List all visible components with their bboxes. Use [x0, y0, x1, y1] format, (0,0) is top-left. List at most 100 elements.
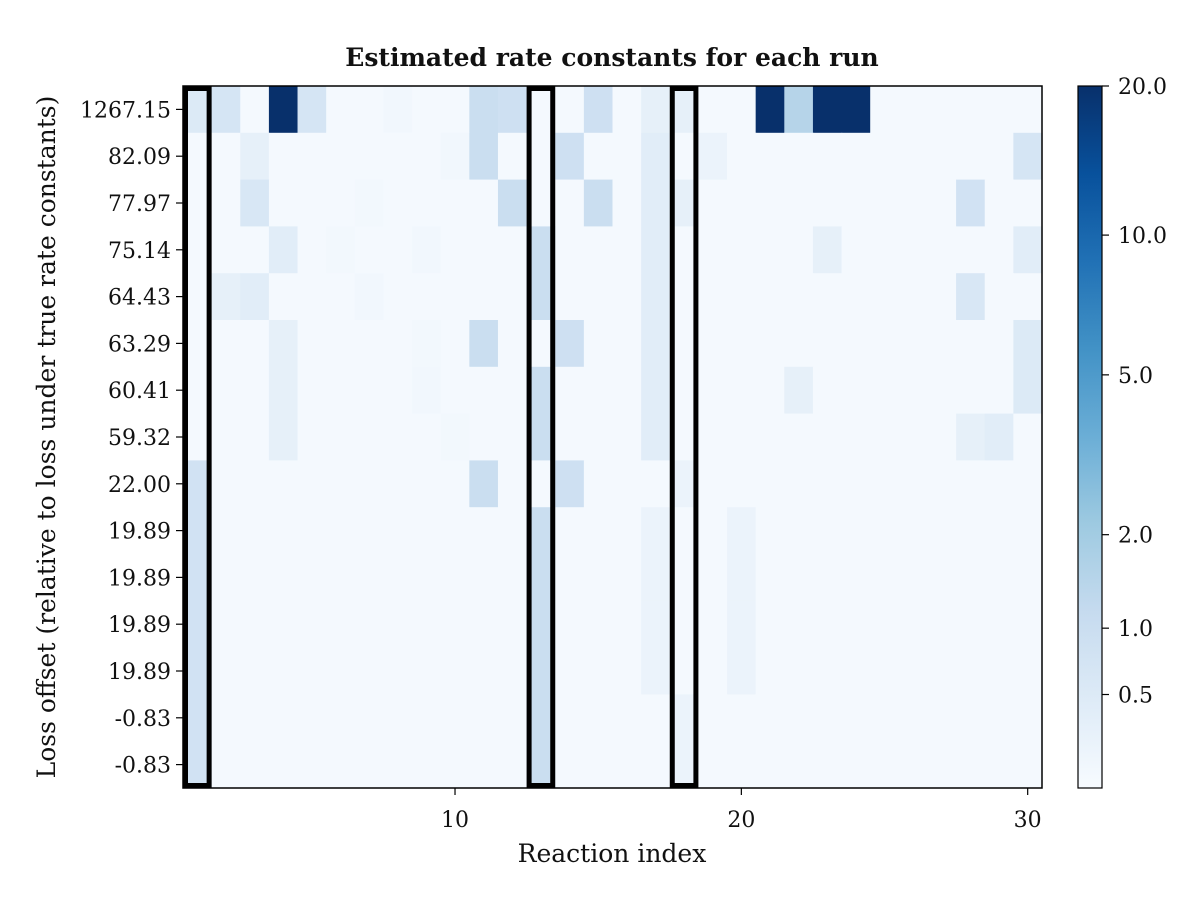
heatmap-cell: [1013, 86, 1043, 134]
heatmap-cell: [641, 741, 671, 789]
heatmap-cell: [240, 413, 270, 461]
heatmap-cell: [354, 320, 385, 368]
heatmap-cell: [469, 741, 499, 789]
heatmap-cell: [956, 694, 986, 742]
heatmap-cell: [641, 694, 671, 742]
heatmap-cell: [555, 226, 585, 274]
heatmap-cell: [297, 132, 327, 181]
heatmap-cell: [440, 132, 470, 181]
heatmap-cell: [870, 741, 900, 789]
heatmap-cell: [555, 86, 585, 134]
heatmap-cell: [870, 273, 900, 321]
heatmap-cell: [984, 366, 1014, 415]
heatmap-cell: [555, 507, 585, 555]
heatmap-cell: [612, 647, 642, 695]
heatmap-cell: [268, 507, 299, 555]
heatmap-cell: [412, 741, 442, 789]
heatmap-cell: [870, 600, 900, 649]
heatmap-cell: [412, 554, 442, 602]
heatmap-cell: [268, 554, 299, 602]
heatmap-cell: [354, 86, 385, 134]
heatmap-cell: [497, 179, 528, 227]
y-tick-label: 60.41: [108, 379, 171, 404]
heatmap-cell: [755, 554, 785, 602]
heatmap-cell: [469, 320, 499, 368]
heatmap-cell: [383, 647, 413, 695]
heatmap-cell: [240, 179, 270, 227]
heatmap-cell: [612, 320, 642, 368]
heatmap-cell: [326, 741, 356, 789]
heatmap-cell: [497, 647, 528, 695]
heatmap-cell: [211, 86, 241, 134]
heatmap-cell: [698, 226, 728, 274]
heatmap-cell: [412, 413, 442, 461]
heatmap-cell: [956, 273, 986, 321]
heatmap-cell: [984, 600, 1014, 649]
heatmap-cell: [727, 366, 757, 415]
heatmap-cell: [555, 741, 585, 789]
heatmap-cell: [755, 366, 785, 415]
heatmap-cell: [583, 647, 614, 695]
y-tick-label: 75.14: [108, 239, 171, 264]
heatmap-cell: [469, 366, 499, 415]
y-tick-label: 1267.15: [80, 98, 171, 123]
heatmap-cell: [583, 507, 614, 555]
heatmap-cell: [755, 413, 785, 461]
heatmap-cell: [812, 320, 843, 368]
highlight-box-column-13: [526, 86, 556, 788]
heatmap-cell: [354, 460, 385, 508]
heatmap-cell: [268, 694, 299, 742]
heatmap-cell: [612, 554, 642, 602]
heatmap-cell: [555, 554, 585, 602]
heatmap-cell: [412, 647, 442, 695]
heatmap-cell: [383, 554, 413, 602]
heatmap-cell: [1013, 460, 1043, 508]
heatmap-cell: [984, 226, 1014, 274]
highlight-box-column-1: [183, 86, 212, 788]
heatmap-cell: [841, 694, 871, 742]
heatmap-cell: [898, 179, 929, 227]
heatmap-cell: [1013, 273, 1043, 321]
heatmap-cell: [555, 366, 585, 415]
heatmap-cell: [354, 132, 385, 181]
heatmap-cell: [841, 226, 871, 274]
heatmap-cell: [240, 320, 270, 368]
heatmap-cell: [240, 694, 270, 742]
heatmap-cell: [469, 86, 499, 134]
heatmap-cell: [297, 741, 327, 789]
heatmap-cell: [326, 320, 356, 368]
heatmap-cell: [870, 179, 900, 227]
heatmap-cell: [727, 273, 757, 321]
y-tick-label: 22.00: [108, 473, 171, 498]
heatmap-cell: [755, 273, 785, 321]
heatmap-cell: [870, 132, 900, 181]
heatmap-cell: [984, 554, 1014, 602]
heatmap-cell: [755, 694, 785, 742]
colorbar-tick-label: 0.5: [1118, 684, 1153, 709]
highlight-box-column-18: [669, 86, 699, 788]
heatmap-cell: [240, 132, 270, 181]
y-tick-label: 64.43: [108, 286, 171, 311]
heatmap-cell: [412, 132, 442, 181]
heatmap-cell: [211, 179, 241, 227]
heatmap-cell: [927, 132, 957, 181]
heatmap-cell: [984, 86, 1014, 134]
heatmap-cell: [841, 741, 871, 789]
y-tick-label: -0.83: [115, 707, 171, 732]
heatmap-cell: [870, 507, 900, 555]
heatmap-cell: [412, 366, 442, 415]
heatmap-cell: [1013, 694, 1043, 742]
heatmap-cell: [727, 600, 757, 649]
heatmap-cell: [440, 86, 470, 134]
heatmap-cell: [841, 460, 871, 508]
heatmap-cell: [240, 86, 270, 134]
heatmap-cell: [211, 647, 241, 695]
heatmap-cell: [755, 179, 785, 227]
heatmap-cell: [583, 320, 614, 368]
heatmap-cell: [898, 554, 929, 602]
heatmap-cell: [583, 741, 614, 789]
heatmap-cell: [383, 741, 413, 789]
heatmap-cell: [326, 554, 356, 602]
heatmap-cell: [841, 273, 871, 321]
heatmap-cell: [612, 366, 642, 415]
